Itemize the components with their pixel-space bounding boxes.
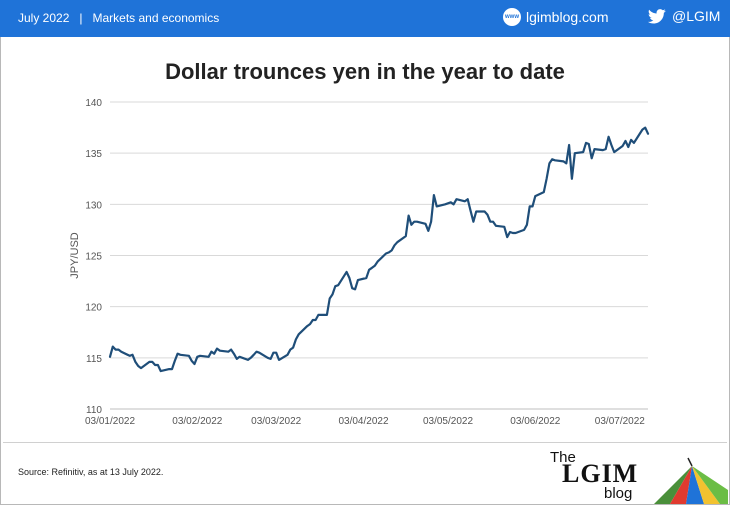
site-name: lgimblog.com bbox=[526, 9, 609, 25]
x-tick-label: 03/05/2022 bbox=[423, 416, 473, 427]
twitter-handle: @LGIM bbox=[672, 8, 721, 24]
y-axis-label: JPY/USD bbox=[69, 232, 81, 279]
y-tick-label: 135 bbox=[85, 149, 102, 160]
y-tick-label: 140 bbox=[85, 98, 102, 109]
x-tick-label: 03/02/2022 bbox=[172, 416, 222, 427]
twitter-link[interactable]: @LGIM bbox=[648, 8, 720, 24]
x-tick-label: 03/07/2022 bbox=[595, 416, 645, 427]
source-note: Source: Refinitiv, as at 13 July 2022. bbox=[18, 467, 164, 477]
y-tick-label: 120 bbox=[85, 303, 102, 314]
header-category: Markets and economics bbox=[92, 11, 220, 25]
y-tick-label: 115 bbox=[86, 354, 102, 365]
umbrella-icon bbox=[654, 457, 728, 504]
footer-divider bbox=[3, 442, 727, 443]
logo-the: The bbox=[550, 449, 576, 466]
header-separator: | bbox=[79, 11, 83, 25]
logo-blog: blog bbox=[604, 485, 633, 502]
y-tick-label: 130 bbox=[85, 200, 102, 211]
header-left: July 2022 | Markets and economics bbox=[18, 11, 219, 25]
header-date: July 2022 bbox=[18, 11, 70, 25]
chart-title: Dollar trounces yen in the year to date bbox=[165, 59, 565, 84]
site-link[interactable]: www lgimblog.com bbox=[503, 8, 608, 26]
logo-lgim: LGIM bbox=[562, 459, 639, 488]
x-tick-label: 03/04/2022 bbox=[338, 416, 388, 427]
line-chart: 110 115 120 125 130 135 140 03/01/2022 03/02/202… bbox=[69, 98, 650, 427]
y-tick-label: 125 bbox=[85, 252, 102, 263]
y-tick-label: 110 bbox=[86, 405, 102, 416]
x-tick-label: 03/06/2022 bbox=[510, 416, 560, 427]
globe-icon: www bbox=[503, 8, 521, 26]
twitter-icon bbox=[648, 8, 666, 24]
x-tick-label: 03/01/2022 bbox=[85, 416, 135, 427]
series-line-jpy-usd bbox=[108, 126, 650, 373]
header-bar: July 2022 | Markets and economics www lgim… bbox=[0, 0, 730, 37]
x-tick-label: 03/03/2022 bbox=[251, 416, 301, 427]
